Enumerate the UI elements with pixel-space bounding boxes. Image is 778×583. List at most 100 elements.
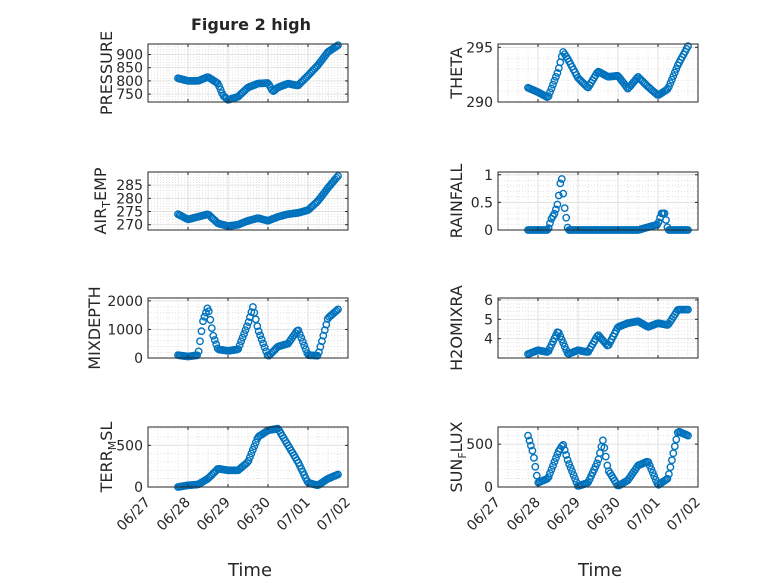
data-point [244, 456, 253, 465]
data-point [240, 329, 249, 338]
data-point [668, 456, 676, 465]
x-axis-label: Time [577, 560, 622, 581]
x-tick-label: 06/29 [194, 495, 234, 535]
data-point [334, 41, 342, 50]
data-point [204, 307, 213, 316]
data-point [546, 469, 554, 478]
data-point [557, 175, 566, 183]
x-tick-label: 06/30 [584, 495, 624, 535]
data-point [256, 331, 265, 340]
x-tick-label: 07/01 [624, 495, 664, 535]
data-point [525, 436, 534, 445]
data-point [300, 341, 309, 350]
y-tick-label: 1 [484, 168, 493, 184]
data-point [566, 463, 575, 472]
data-point [531, 462, 540, 471]
data-point [244, 318, 253, 326]
data-point [560, 204, 569, 213]
data-point [528, 446, 537, 455]
data-point [648, 468, 657, 477]
axes-box [497, 297, 699, 359]
y-tick-label: 280 [116, 191, 143, 207]
data-point [254, 327, 263, 336]
data-point [301, 345, 310, 354]
data-point [257, 335, 266, 344]
data-point [297, 333, 306, 342]
y-tick-label: 850 [116, 61, 143, 77]
data-point [238, 333, 247, 342]
data-point [550, 76, 559, 85]
data-point [565, 460, 573, 468]
data-point [593, 332, 601, 341]
data-point [552, 73, 560, 81]
data-point [332, 173, 341, 182]
data-point [562, 213, 571, 222]
data-point [562, 451, 571, 459]
data-point [334, 470, 342, 479]
data-point [237, 337, 246, 346]
data-point [251, 438, 260, 447]
y-tick-label: 270 [116, 218, 143, 234]
data-point [669, 449, 678, 458]
y-axis-label: PRESSURE [97, 31, 116, 115]
x-tick-label: 06/30 [234, 495, 274, 535]
y-tick-label: 800 [116, 74, 143, 90]
x-tick-label: 06/28 [154, 495, 194, 535]
data-point [294, 326, 303, 335]
data-point [544, 224, 553, 233]
plot-area [498, 172, 698, 230]
x-tick-label: 06/27 [114, 495, 154, 535]
data-point [550, 209, 559, 218]
data-point [563, 456, 572, 464]
data-point [665, 82, 673, 91]
data-point [556, 179, 565, 188]
x-tick-label: 06/29 [544, 495, 584, 535]
y-tick-label: 0 [484, 480, 493, 496]
data-point [547, 465, 556, 474]
x-tick-label: 07/02 [664, 495, 704, 535]
data-point [568, 467, 576, 476]
data-point [599, 436, 607, 445]
data-point [250, 442, 259, 451]
data-point [553, 69, 562, 77]
data-point [527, 441, 535, 450]
y-tick-label: 2000 [107, 294, 143, 310]
axes-box [497, 426, 699, 488]
data-point [665, 470, 673, 478]
y-tick-label: 275 [116, 205, 143, 221]
x-tick-label: 06/28 [504, 495, 544, 535]
x-tick-label: 07/02 [314, 495, 354, 535]
data-point [560, 446, 569, 454]
data-point [248, 445, 257, 454]
data-point [524, 431, 532, 440]
data-point [547, 84, 556, 93]
data-point [550, 457, 559, 466]
data-point [253, 322, 262, 330]
data-point [666, 463, 675, 472]
subplot-6: 4 5 6 H2OMIXRA [447, 285, 699, 371]
y-tick-label: 1000 [107, 322, 143, 338]
y-axis-label: RAINFALL [447, 164, 466, 239]
data-point [241, 326, 250, 334]
data-point [684, 42, 692, 51]
y-tick-label: 0 [484, 223, 493, 239]
y-tick-label: 0 [134, 351, 143, 367]
data-point [554, 191, 563, 200]
y-tick-label: 290 [466, 95, 493, 111]
data-point [559, 440, 568, 449]
data-point [334, 172, 342, 180]
data-point [207, 324, 216, 332]
y-axis-label: H2OMIXRA [447, 285, 466, 371]
data-point [669, 72, 678, 81]
data-point [571, 474, 579, 483]
data-point [259, 339, 267, 348]
y-tick-label: 500 [466, 437, 493, 453]
y-tick-label: 900 [116, 48, 143, 64]
data-point [544, 92, 553, 101]
data-point [546, 88, 554, 97]
y-tick-label: 5 [484, 312, 493, 328]
data-point [234, 345, 243, 353]
data-point [200, 312, 209, 321]
